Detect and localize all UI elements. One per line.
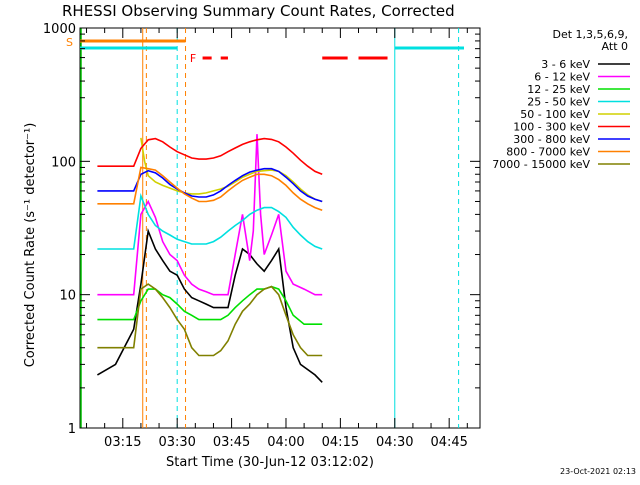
x-tick-label: 04:15 bbox=[322, 435, 359, 450]
x-tick-label: 03:15 bbox=[104, 435, 141, 450]
y-tick-label: 100 bbox=[51, 155, 76, 170]
legend-entry-label: 12 - 25 keV bbox=[527, 83, 590, 96]
legend-entry-label: 25 - 50 keV bbox=[527, 96, 590, 109]
flag-bars: SF bbox=[66, 36, 464, 65]
series-line bbox=[97, 285, 323, 326]
legend-entry-label: 300 - 800 keV bbox=[513, 133, 590, 146]
legend-entry-label: 3 - 6 keV bbox=[541, 58, 590, 71]
series-line bbox=[97, 283, 323, 357]
legend-title-line: Att 0 bbox=[602, 40, 628, 53]
series-line bbox=[97, 167, 323, 203]
footer-timestamp: 23-Oct-2021 02:13 bbox=[560, 467, 636, 476]
legend-entry-label: 7000 - 15000 keV bbox=[492, 158, 590, 171]
legend-entry-label: 100 - 300 keV bbox=[513, 121, 590, 134]
series-line bbox=[97, 134, 323, 296]
x-axis-ticks: 03:15 03:30 03:45 04:00 04:15 04:30 04:45 bbox=[86, 28, 468, 450]
x-tick-label: 03:45 bbox=[213, 435, 250, 450]
vertical-markers bbox=[142, 28, 460, 428]
legend-entry-label: 800 - 7000 keV bbox=[506, 146, 590, 159]
plot-frame bbox=[79, 27, 481, 429]
plot-border bbox=[79, 27, 481, 429]
y-tick-label: 1000 bbox=[43, 22, 76, 37]
legend-entry-label: 6 - 12 keV bbox=[534, 71, 590, 84]
y-tick-label: 1 bbox=[68, 422, 76, 437]
series-line bbox=[140, 137, 323, 203]
series-line bbox=[96, 228, 323, 383]
x-axis-label: Start Time (30-Jun-12 03:12:02) bbox=[166, 455, 374, 470]
legend-entry-label: 50 - 100 keV bbox=[520, 108, 590, 121]
chart-title: RHESSI Observing Summary Count Rates, Co… bbox=[62, 2, 455, 20]
series-line bbox=[97, 137, 323, 176]
x-tick-label: 04:45 bbox=[430, 435, 467, 450]
flag-label-s: S bbox=[66, 36, 73, 49]
x-tick-label: 03:30 bbox=[158, 435, 195, 450]
legend-title-line: Det 1,3,5,6,9, bbox=[552, 28, 628, 41]
series-lines bbox=[96, 134, 323, 383]
y-tick-label: 10 bbox=[59, 289, 76, 304]
x-tick-label: 04:30 bbox=[376, 435, 413, 450]
x-tick-label: 04:00 bbox=[267, 435, 304, 450]
series-line bbox=[97, 192, 323, 250]
series-line bbox=[97, 166, 323, 211]
y-axis-label: Corrected Count Rate (s⁻¹ detector⁻¹) bbox=[23, 123, 38, 368]
flag-label-f: F bbox=[190, 52, 196, 65]
y-axis-ticks: 1 10 100 1000 bbox=[43, 22, 480, 437]
